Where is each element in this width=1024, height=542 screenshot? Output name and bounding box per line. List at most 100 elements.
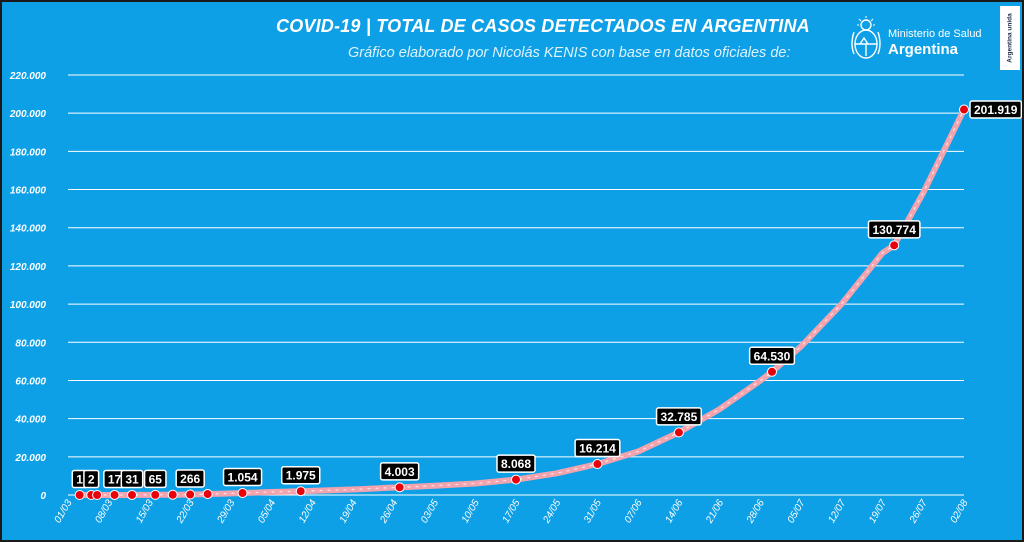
data-point xyxy=(167,489,178,500)
data-label-box xyxy=(867,220,921,239)
y-tick-label: 20.000 xyxy=(14,453,46,464)
data-point xyxy=(185,489,196,500)
x-tick-label: 24/05 xyxy=(541,498,564,526)
data-label-text: 1.975 xyxy=(286,469,316,483)
chart-subtitle: Gráfico elaborado por Nicolás KENIS con … xyxy=(348,45,791,61)
data-point xyxy=(202,489,213,500)
data-label-box xyxy=(222,467,263,487)
data-point xyxy=(511,474,521,485)
x-tick-label: 02/08 xyxy=(949,498,971,526)
x-tick-label: 10/05 xyxy=(460,498,482,526)
x-tick-label: 12/07 xyxy=(826,498,848,526)
data-label: 1.975 xyxy=(280,465,321,485)
series-line-highlight xyxy=(79,109,965,496)
x-tick-label: 05/04 xyxy=(256,498,278,526)
data-label-text: 65 xyxy=(149,472,163,486)
x-tick-label: 03/05 xyxy=(419,498,441,526)
data-label-text: 31 xyxy=(125,472,139,486)
country-name: Argentina xyxy=(888,41,959,58)
data-label-text: 266 xyxy=(180,472,200,486)
y-tick-label: 200.000 xyxy=(9,109,47,120)
title-text: COVID-19 | TOTAL DE CASOS DETECTADOS EN … xyxy=(276,16,810,36)
data-label-text: 1 xyxy=(76,472,83,486)
y-tick-label: 0 xyxy=(40,491,46,502)
x-axis-ticks: 01/03 08/03 15/03 22/03 29/03 05/04 12/04 19/04… xyxy=(53,498,971,526)
x-tick-label: 26/07 xyxy=(907,498,930,526)
data-label: 65 xyxy=(143,469,167,489)
data-point xyxy=(295,486,306,497)
x-tick-label: 22/03 xyxy=(174,498,197,526)
x-tick-label: 31/05 xyxy=(582,498,604,526)
data-label: 130.774 xyxy=(867,220,921,239)
data-label: 2 xyxy=(83,469,100,489)
data-label: 8.068 xyxy=(496,454,536,473)
y-tick-label: 80.000 xyxy=(15,338,46,349)
data-label-text: 130.774 xyxy=(872,223,916,237)
x-tick-label: 07/06 xyxy=(623,498,645,526)
ministry-logo: Ministerio de Salud Argentina xyxy=(848,14,988,70)
data-label-box xyxy=(655,407,703,426)
data-label-box xyxy=(969,100,1022,119)
data-point xyxy=(673,427,684,438)
data-label-text: 17 xyxy=(108,472,122,486)
data-point xyxy=(150,489,161,500)
data-label-box xyxy=(748,346,796,366)
data-label-text: 4.003 xyxy=(385,465,415,479)
x-tick-label: 14/06 xyxy=(663,498,685,526)
data-label: 266 xyxy=(175,469,205,488)
y-tick-label: 100.000 xyxy=(10,300,47,311)
argentina-unida-badge: Argentina unida xyxy=(1000,6,1020,70)
data-label: 16.214 xyxy=(574,438,621,458)
data-label-box xyxy=(120,469,144,489)
data-label-box xyxy=(379,462,420,481)
data-labels: 1 2 17 31 65 266 1.054 1.975 4.003 8.068 16.214 32.… xyxy=(71,100,1022,489)
x-tick-label: 26/04 xyxy=(378,498,401,526)
data-label-text: 32.785 xyxy=(661,410,698,424)
y-tick-label: 60.000 xyxy=(15,376,46,387)
data-label-box xyxy=(175,469,205,488)
data-label-text: 8.068 xyxy=(501,457,531,471)
x-tick-label: 29/03 xyxy=(215,498,238,526)
data-point xyxy=(889,240,900,251)
data-label-box xyxy=(574,438,621,458)
data-label: 1.054 xyxy=(222,467,263,487)
data-label-text: 64.530 xyxy=(754,349,791,363)
x-tick-label: 21/06 xyxy=(704,498,727,526)
data-label-text: 201.919 xyxy=(974,103,1018,117)
data-label: 31 xyxy=(120,469,144,489)
data-point xyxy=(394,482,405,493)
series-line xyxy=(76,106,967,498)
data-label: 32.785 xyxy=(655,407,703,426)
data-point xyxy=(109,489,120,500)
data-label: 17 xyxy=(103,469,126,489)
data-point xyxy=(237,487,248,498)
data-point xyxy=(127,489,137,500)
data-label-box xyxy=(496,454,536,473)
y-axis-ticks: 0 20.000 40.000 60.000 80.000 100.000 120.000 1… xyxy=(9,71,47,502)
x-tick-label: 28/06 xyxy=(744,498,767,526)
data-point xyxy=(92,489,103,500)
data-point xyxy=(74,489,85,500)
x-tick-label: 12/04 xyxy=(297,498,319,526)
argentina-coat-of-arms-icon xyxy=(851,16,881,59)
y-tick-label: 160.000 xyxy=(10,186,47,197)
data-label-box xyxy=(143,469,167,489)
x-tick-label: 01/03 xyxy=(53,498,75,526)
data-label-text: 16.214 xyxy=(579,442,616,456)
x-tick-label: 15/03 xyxy=(134,498,156,526)
x-tick-label: 19/07 xyxy=(867,498,889,526)
data-label-box xyxy=(280,465,321,485)
ministry-name: Ministerio de Salud xyxy=(888,28,982,40)
x-tick-label: 08/03 xyxy=(93,498,115,526)
x-tick-label: 05/07 xyxy=(786,498,808,526)
grid-lines xyxy=(68,74,964,496)
data-label-box xyxy=(83,469,100,489)
data-point xyxy=(767,366,777,377)
y-tick-label: 40.000 xyxy=(14,415,46,426)
data-label-text: 1.054 xyxy=(228,470,258,484)
data-point xyxy=(592,459,603,470)
data-label: 64.530 xyxy=(748,346,796,366)
y-tick-label: 220.000 xyxy=(9,71,47,82)
